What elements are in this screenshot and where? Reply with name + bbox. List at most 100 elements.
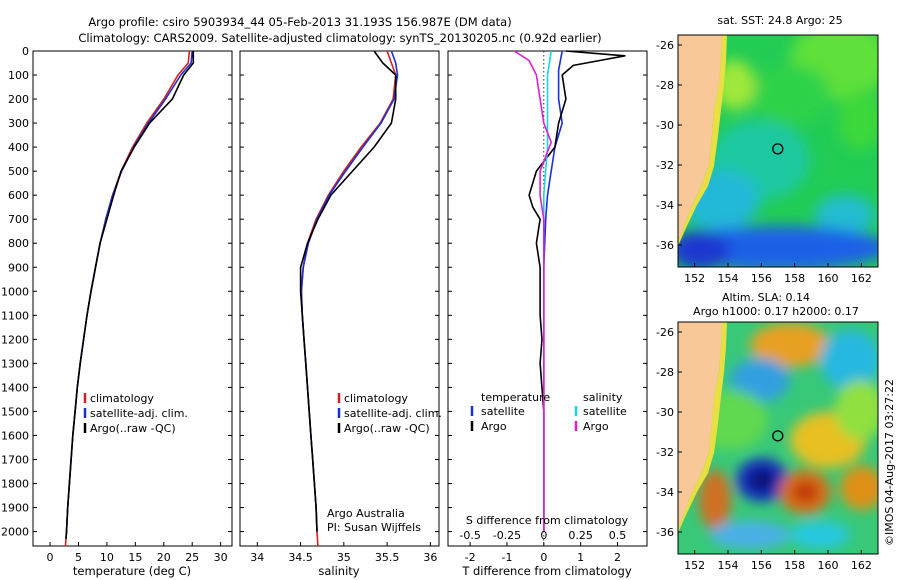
temperature-panel: 0100200300400500600700800900100011001200… [1,45,233,578]
y-tick-label: 500 [8,165,29,178]
lat-tick-label: -28 [656,366,674,379]
y-tick-label: 0 [22,45,29,58]
x-tick-label: 0 [47,551,54,564]
s-tick-label: -0.25 [493,529,521,542]
lat-tick-label: -26 [656,326,674,339]
sst-map: sat. SST: 24.8 Argo: 25 152 154 156 158 160 1… [656,14,879,285]
legend-label-satellite: satellite-adj. clim. [344,407,442,420]
x-tick-label: 10 [100,551,114,564]
legend-temperature-heading: temperature [481,391,550,404]
y-tick-label: 1000 [1,285,29,298]
argo-australia-note: Argo Australia [327,507,405,520]
lon-tick-label: 152 [684,272,705,285]
lon-tick-label: 158 [784,559,805,572]
legend-salinity-heading: salinity [583,391,623,404]
legend-label-t-argo: Argo [481,420,507,433]
y-tick-label: 800 [8,237,29,250]
lon-tick-label: 158 [784,272,805,285]
legend-label-argo: Argo(..raw -QC) [344,422,430,435]
s-tick-label: 0 [540,529,547,542]
s-tick-label: 0.5 [609,529,627,542]
y-tick-label: 1500 [1,405,29,418]
series-line-t-argo [528,50,626,532]
x-tick-label: 35.5 [375,551,400,564]
x-tick-label: 0 [540,551,547,564]
s-tick-label: 0.25 [568,529,593,542]
difference-legend: temperature satellite Argo salinity sate… [470,391,627,433]
y-tick-label: 700 [8,213,29,226]
sla-map: Altim. SLA: 0.14 Argo h1000: 0.17 h2000:… [656,291,879,572]
legend-label-t-satellite: satellite [481,405,525,418]
legend-label-s-argo: Argo [583,420,609,433]
y-tick-label: 200 [8,93,29,106]
lon-tick-label: 162 [851,272,872,285]
lat-tick-label: -34 [656,199,674,212]
lon-tick-label: 156 [751,272,772,285]
t-diff-xlabel: T difference from climatology [461,564,632,578]
sst-lat-ticks: -26 -28 -30 -32 -34 -36 [656,39,682,252]
y-tick-label: 400 [8,141,29,154]
lat-tick-label: -34 [656,486,674,499]
y-tick-label: 100 [8,69,29,82]
x-tick-label: 1 [577,551,584,564]
argo-location-marker [772,143,784,155]
y-tick-label: 1900 [1,502,29,515]
x-tick-label: 34.5 [288,551,313,564]
salinity-tick-labels: 34 34.5 35 35.5 36 [240,50,439,564]
lat-tick-label: -32 [656,159,674,172]
x-tick-label: 20 [157,551,171,564]
series-line-argo-raw-qc- [299,50,397,532]
y-tick-label: 1300 [1,357,29,370]
lat-tick-label: -36 [656,239,674,252]
x-tick-label: 30 [214,551,228,564]
x-tick-label: 5 [75,551,82,564]
difference-panel: -2 -1 0 1 2 -0.5 -0.25 0 0.25 0.5 S difference f… [447,50,648,578]
lon-tick-label: 154 [718,272,739,285]
x-tick-label: 34 [250,551,264,564]
sst-lon-ticks: 152 154 156 158 160 162 [684,263,872,285]
x-tick-label: 35 [337,551,351,564]
lat-tick-label: -26 [656,39,674,52]
lat-tick-label: -28 [656,79,674,92]
imos-credit: ©IMOS 04-Aug-2017 03:27:22 [883,379,896,546]
y-tick-label: 2000 [1,526,29,539]
sla-map-title-1: Altim. SLA: 0.14 [722,291,810,304]
sla-field [678,322,878,554]
legend-label-climatology: climatology [344,392,408,405]
y-tick-label: 1700 [1,453,29,466]
pi-note: PI: Susan Wijffels [327,521,421,534]
x-tick-label: -1 [501,551,512,564]
sst-map-frame [677,34,879,268]
temperature-xlabel: temperature (deg C) [73,564,191,578]
y-tick-label: 600 [8,189,29,202]
salinity-panel: 34 34.5 35 35.5 36 salinity climatology sate… [239,50,442,578]
lon-tick-label: 156 [751,559,772,572]
lat-tick-label: -30 [656,406,674,419]
x-tick-label: 15 [128,551,142,564]
depth-tick-labels: 0 100 200 300 400 500 600 700 800 900 1000 1100 1200… [1,45,232,539]
y-tick-label: 1400 [1,381,29,394]
legend-label-satellite: satellite-adj. clim. [90,407,188,420]
temperature-legend: climatology satellite-adj. clim. Argo(..… [83,392,188,435]
series-line-s-argo [513,50,552,532]
temperature-series [64,50,195,547]
lat-tick-label: -36 [656,526,674,539]
difference-series [513,50,626,532]
legend-label-climatology: climatology [90,392,154,405]
lon-tick-label: 160 [818,272,839,285]
t-diff-tick-labels: -2 -1 0 1 2 [448,50,647,564]
sla-map-title-2: Argo h1000: 0.17 h2000: 0.17 [693,305,859,318]
x-tick-label: 25 [185,551,199,564]
temperature-axes-frame [32,50,233,547]
sst-map-title: sat. SST: 24.8 Argo: 25 [717,14,842,27]
lon-tick-label: 160 [818,559,839,572]
title-line-1: Argo profile: csiro 5903934_44 05-Feb-20… [88,15,511,29]
salinity-axes-frame [239,50,440,547]
sla-map-frame [677,321,879,555]
lat-tick-label: -32 [656,446,674,459]
legend-label-argo: Argo(..raw -QC) [90,422,176,435]
y-tick-label: 1200 [1,333,29,346]
s-diff-tick-labels: -0.5 -0.25 0 0.25 0.5 [459,529,626,542]
series-line-argo-raw-qc- [65,51,195,539]
